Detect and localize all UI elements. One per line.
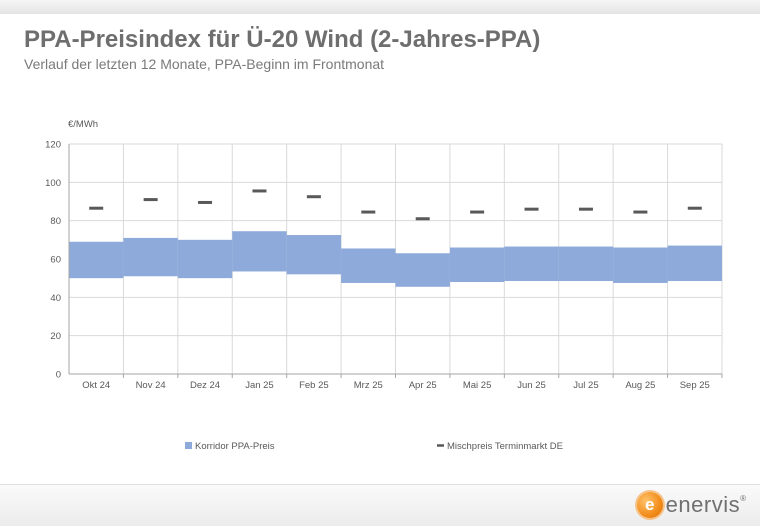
legend-corridor-swatch <box>185 442 192 449</box>
x-tick-label: Nov 24 <box>136 380 166 391</box>
x-tick-label: Jul 25 <box>573 380 598 391</box>
corridor-bar <box>504 246 559 282</box>
corridor-bar <box>123 237 178 277</box>
footer-band <box>0 484 760 526</box>
x-tick-label: Mrz 25 <box>354 380 383 391</box>
top-band <box>0 0 760 14</box>
legend-corridor-label: Korridor PPA-Preis <box>195 441 275 452</box>
corridor-bar <box>449 247 505 282</box>
corridor-bar <box>558 246 614 282</box>
y-tick-label: 20 <box>50 331 61 342</box>
corridor-bar <box>341 248 396 283</box>
x-tick-label: Feb 25 <box>299 380 329 391</box>
x-tick-label: Dez 24 <box>190 380 220 391</box>
corridor-bar <box>667 245 722 282</box>
corridor-bar <box>177 239 233 279</box>
corridor-bar <box>613 247 668 283</box>
corridor-bar <box>69 241 124 279</box>
corridor-bar <box>232 231 287 272</box>
logo-mark-icon: e <box>636 492 663 518</box>
x-tick-label: Mai 25 <box>463 380 492 391</box>
y-tick-label: 100 <box>45 178 61 189</box>
x-tick-label: Okt 24 <box>82 380 110 391</box>
x-tick-label: Jun 25 <box>517 380 546 391</box>
x-tick-label: Apr 25 <box>409 380 437 391</box>
x-tick-label: Aug 25 <box>625 380 655 391</box>
y-axis-unit-label: €/MWh <box>68 119 98 130</box>
registered-mark: ® <box>740 494 746 503</box>
y-tick-label: 60 <box>50 255 61 266</box>
ppa-price-chart: 0 20 40 60 80 100 120 €/MWh Okt 24 Nov 24 Dez 24 Ja… <box>45 119 723 452</box>
y-tick-label: 80 <box>50 216 61 227</box>
page-subtitle: Verlauf der letzten 12 Monate, PPA-Begin… <box>24 56 385 72</box>
x-tick-label: Jan 25 <box>245 380 274 391</box>
enervis-logo: e enervis ® <box>636 488 746 522</box>
y-tick-label: 0 <box>56 370 61 381</box>
legend-marker-label: Mischpreis Terminmarkt DE <box>447 441 563 452</box>
x-tick-label: Sep 25 <box>680 380 710 391</box>
corridor-bar <box>395 253 450 287</box>
y-tick-label: 120 <box>45 140 61 151</box>
y-tick-label: 40 <box>50 293 61 304</box>
corridor-bar <box>286 235 342 275</box>
logo-text: enervis <box>665 492 741 517</box>
page-title: PPA-Preisindex für Ü-20 Wind (2-Jahres-P… <box>24 26 541 53</box>
